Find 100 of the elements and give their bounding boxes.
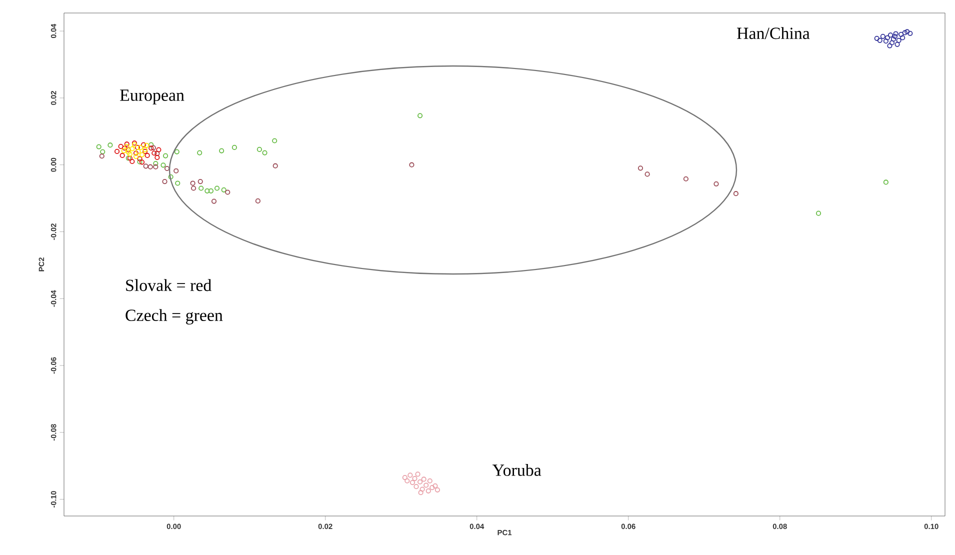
point (904, 29, 910, 34)
point (154, 154, 160, 160)
point (164, 166, 170, 172)
point (99, 154, 104, 159)
point (174, 149, 180, 154)
point (256, 146, 262, 152)
point (883, 180, 888, 185)
point (893, 31, 898, 36)
point (197, 150, 202, 156)
point (874, 36, 880, 41)
point (412, 476, 418, 482)
point (198, 186, 204, 191)
point (126, 147, 131, 152)
point (156, 147, 162, 152)
point (214, 186, 220, 191)
point (424, 482, 429, 488)
annotation: Slovak = red (126, 279, 212, 292)
point (133, 154, 139, 160)
point (219, 148, 224, 154)
point (208, 188, 214, 194)
point (877, 38, 882, 43)
point (153, 164, 158, 170)
point (421, 476, 426, 482)
point (402, 474, 408, 480)
point (232, 144, 237, 150)
point (902, 30, 908, 36)
point (432, 483, 438, 488)
point (408, 472, 413, 478)
point (418, 479, 423, 484)
point (141, 142, 146, 148)
point (714, 181, 719, 186)
point (121, 148, 126, 154)
point (272, 163, 278, 168)
point (120, 152, 125, 158)
point (134, 144, 140, 150)
annotation: Han/China (737, 27, 810, 40)
point (418, 113, 423, 118)
annotation: Czech = green (126, 309, 223, 325)
point (204, 188, 210, 194)
point (409, 162, 414, 168)
point (138, 144, 144, 150)
point (152, 150, 157, 156)
point (174, 168, 179, 174)
point (130, 158, 135, 164)
point (894, 42, 900, 47)
point (890, 36, 896, 42)
point (190, 186, 196, 191)
point (137, 159, 142, 164)
point (190, 180, 196, 186)
point (683, 176, 688, 182)
point (137, 156, 142, 162)
annotation: European (120, 90, 184, 104)
point (898, 32, 904, 37)
point (887, 43, 892, 48)
point (888, 32, 894, 38)
point (175, 180, 180, 186)
point (900, 35, 906, 40)
point (144, 142, 150, 148)
point (638, 166, 644, 171)
point (896, 38, 902, 43)
point (892, 34, 898, 39)
point (262, 150, 268, 156)
point (139, 160, 145, 165)
point (162, 179, 168, 184)
point (418, 490, 424, 496)
point (880, 34, 886, 39)
point (160, 162, 166, 168)
point (221, 187, 226, 192)
point (148, 164, 153, 170)
point (426, 488, 431, 494)
point (733, 191, 738, 196)
point (144, 152, 150, 158)
point (427, 478, 432, 484)
point (255, 198, 260, 204)
point (139, 152, 145, 158)
point (153, 160, 158, 166)
point (434, 487, 440, 492)
point (883, 38, 888, 44)
point (430, 485, 435, 490)
point (168, 174, 174, 180)
point (143, 164, 148, 169)
point (127, 152, 132, 157)
point (404, 478, 410, 484)
point (908, 30, 913, 36)
point (126, 150, 131, 155)
point (114, 148, 120, 154)
point (198, 179, 203, 184)
point (108, 142, 113, 148)
point (410, 480, 416, 486)
point (816, 210, 822, 216)
point (272, 138, 278, 144)
point (130, 146, 135, 152)
point (162, 153, 168, 158)
point (211, 198, 217, 204)
point (644, 172, 650, 177)
point (889, 40, 895, 46)
annotation: Yoruba (492, 464, 542, 476)
point (154, 150, 160, 156)
point (148, 142, 154, 148)
point (420, 486, 425, 492)
